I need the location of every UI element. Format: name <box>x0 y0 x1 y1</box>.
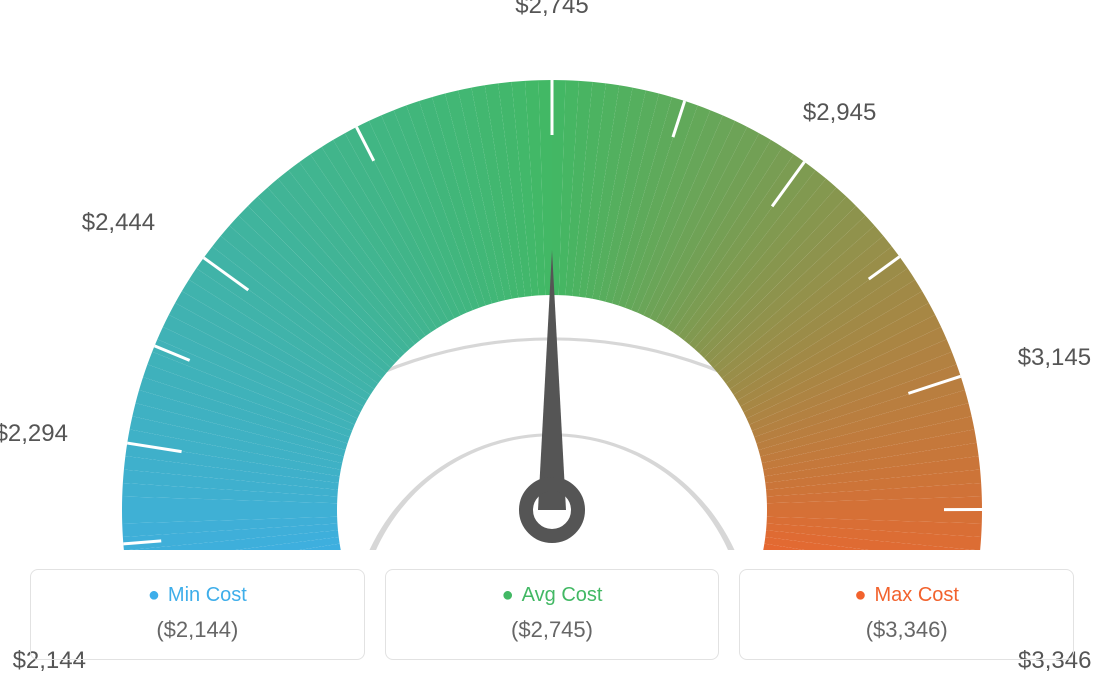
gauge-tick-label: $2,945 <box>803 99 876 127</box>
legend-card: Avg Cost ($2,745) <box>385 569 720 660</box>
legend-row: Min Cost ($2,144) Avg Cost ($2,745) Max Cost… <box>30 569 1074 660</box>
gauge-tick-label: $3,145 <box>1018 344 1091 372</box>
legend-title: Max Cost <box>750 584 1063 607</box>
legend-value: ($2,144) <box>41 617 354 643</box>
gauge-svg <box>2 30 1102 550</box>
gauge-area: $2,144$2,294$2,444$2,745$2,945$3,145$3,3… <box>0 0 1104 560</box>
legend-value: ($3,346) <box>750 617 1063 643</box>
legend-title: Min Cost <box>41 584 354 607</box>
legend-title: Avg Cost <box>396 584 709 607</box>
chart-container: $2,144$2,294$2,444$2,745$2,945$3,145$3,3… <box>0 0 1104 690</box>
gauge-tick-label: $2,294 <box>0 420 68 448</box>
legend-value: ($2,745) <box>396 617 709 643</box>
legend-card: Min Cost ($2,144) <box>30 569 365 660</box>
gauge-tick-label: $2,745 <box>515 0 588 20</box>
gauge-tick-label: $2,444 <box>82 209 155 237</box>
legend-card: Max Cost ($3,346) <box>739 569 1074 660</box>
